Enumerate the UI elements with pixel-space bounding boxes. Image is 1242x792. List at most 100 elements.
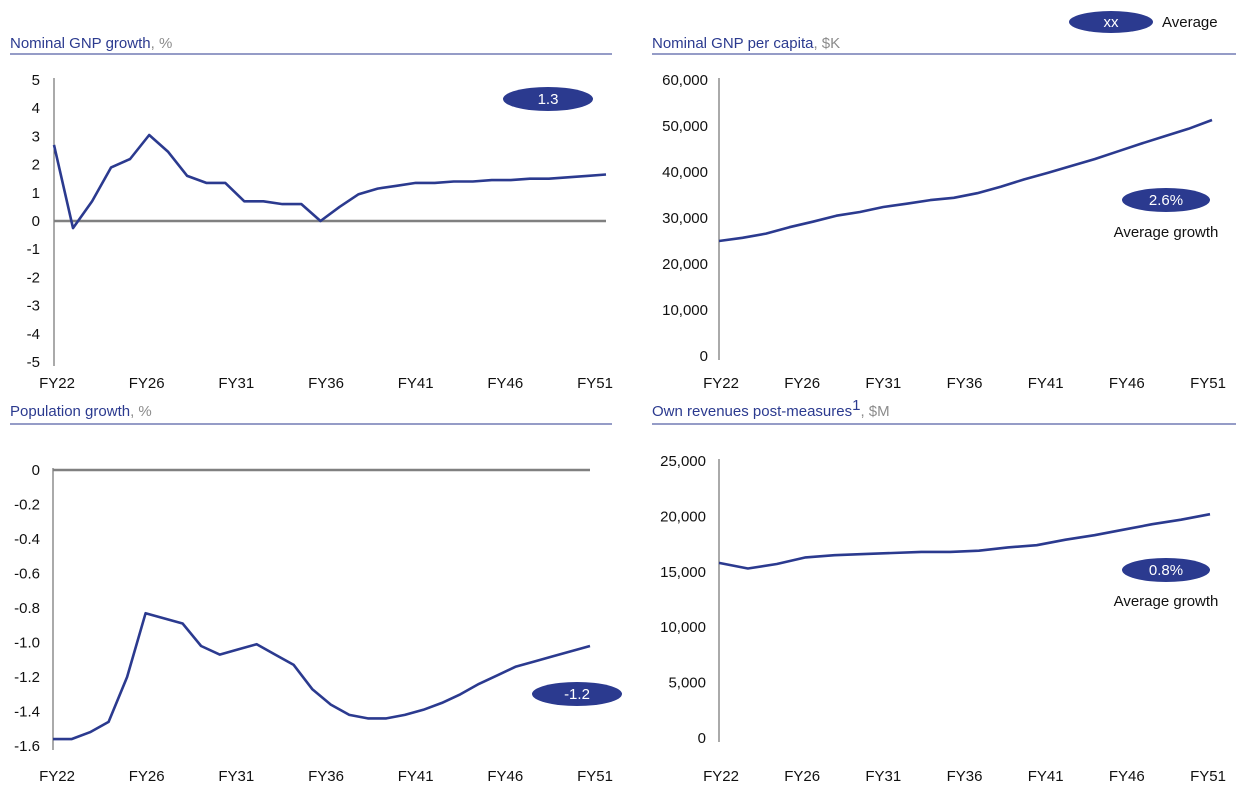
series-line (718, 512, 1211, 570)
average-growth-note: Average growth (1114, 593, 1219, 610)
average-badge-shape (532, 682, 622, 706)
y-tick-label: -3 (27, 298, 40, 315)
average-badge: 1.3 (503, 87, 593, 111)
x-tick-labels: FY22 FY26 FY31 FY36 FY41 FY46 FY51 (39, 375, 613, 392)
series-group (718, 512, 1211, 570)
x-tick-label: FY36 (308, 375, 344, 392)
x-tick-labels: FY22 FY26 FY31 FY36 FY41 FY46 FY51 (703, 768, 1226, 785)
chart-title-unit: , $K (813, 35, 840, 52)
y-tick-label: 30,000 (662, 210, 708, 227)
y-tick-labels: 0 -0.2 -0.4 -0.6 -0.8 -1.0 -1.2 -1.4 -1.6 (14, 462, 40, 755)
average-badge-value: 2.6% (1149, 192, 1183, 209)
y-tick-label: 0 (698, 730, 706, 747)
series-group (53, 611, 591, 741)
chart-title-main: Population growth (10, 403, 130, 420)
average-badge: 2.6% Average growth (1114, 188, 1219, 241)
series-group (718, 118, 1213, 243)
y-tick-label: -1.2 (14, 669, 40, 686)
y-tick-label: -4 (27, 326, 40, 343)
y-tick-label: -1.0 (14, 635, 40, 652)
y-tick-label: -0.4 (14, 531, 40, 548)
y-tick-label: -0.2 (14, 497, 40, 514)
legend-badge-label: xx (1104, 14, 1120, 31)
legend-badge-shape (1069, 11, 1153, 33)
y-tick-labels: 5 4 3 2 1 0 -1 -2 -3 -4 -5 (27, 72, 40, 371)
y-tick-label: 20,000 (660, 508, 706, 525)
x-tick-label: FY41 (1028, 375, 1064, 392)
legend-label: Average (1162, 14, 1218, 31)
x-tick-label: FY51 (577, 768, 613, 785)
chart-own-revenues-post-measures: Own revenues post-measures1, $M 25,000 20… (652, 397, 1236, 785)
chart-title-main: Nominal GNP per capita (652, 35, 814, 52)
series-line (718, 118, 1213, 243)
average-badge-shape (1122, 188, 1210, 212)
x-tick-label: FY22 (39, 768, 75, 785)
y-tick-label: -1.4 (14, 704, 40, 721)
x-tick-label: FY46 (487, 375, 523, 392)
x-tick-label: FY46 (1109, 768, 1145, 785)
x-tick-label: FY36 (947, 375, 983, 392)
chart-title: Own revenues post-measures1, $M (652, 397, 890, 420)
average-badge-shape (1122, 558, 1210, 582)
chart-title-footnote: 1 (852, 397, 860, 414)
y-tick-label: 3 (32, 128, 40, 145)
x-tick-label: FY26 (129, 375, 165, 392)
y-tick-label: 60,000 (662, 72, 708, 89)
y-tick-label: -5 (27, 354, 40, 371)
x-tick-label: FY31 (865, 768, 901, 785)
y-tick-label: 20,000 (662, 256, 708, 273)
x-tick-label: FY41 (1028, 768, 1064, 785)
x-tick-labels: FY22 FY26 FY31 FY36 FY41 FY46 FY51 (39, 768, 613, 785)
x-tick-label: FY22 (703, 768, 739, 785)
x-tick-label: FY31 (865, 375, 901, 392)
average-badge: -1.2 (532, 682, 622, 706)
chart-title: Nominal GNP growth, % (10, 35, 172, 52)
average-growth-note: Average growth (1114, 224, 1219, 241)
y-tick-label: -2 (27, 269, 40, 286)
y-tick-label: -1 (27, 241, 40, 258)
y-tick-label: 5 (32, 72, 40, 89)
chart-title: Population growth, % (10, 403, 152, 420)
x-tick-label: FY36 (308, 768, 344, 785)
average-badge-value: 0.8% (1149, 562, 1183, 579)
x-tick-label: FY46 (487, 768, 523, 785)
y-tick-label: 10,000 (662, 302, 708, 319)
chart-title-main: Nominal GNP growth (10, 35, 151, 52)
x-tick-labels: FY22 FY26 FY31 FY36 FY41 FY46 FY51 (703, 375, 1226, 392)
y-tick-label: 2 (32, 157, 40, 174)
y-tick-label: 5,000 (668, 675, 706, 692)
y-tick-label: 15,000 (660, 564, 706, 581)
y-tick-label: -0.8 (14, 600, 40, 617)
x-tick-label: FY22 (39, 375, 75, 392)
x-tick-label: FY46 (1109, 375, 1145, 392)
chart-population-growth: Population growth, % 0 -0.2 -0.4 -0.6 -0.8 -1… (10, 403, 622, 785)
x-tick-label: FY31 (218, 768, 254, 785)
average-badge-shape (503, 87, 593, 111)
x-tick-label: FY41 (398, 768, 434, 785)
x-tick-label: FY51 (577, 375, 613, 392)
x-tick-label: FY26 (784, 375, 820, 392)
x-tick-label: FY26 (784, 768, 820, 785)
series-group (52, 133, 607, 230)
x-tick-label: FY22 (703, 375, 739, 392)
x-tick-label: FY31 (218, 375, 254, 392)
chart-title-unit: , $M (860, 403, 889, 420)
x-tick-label: FY51 (1190, 768, 1226, 785)
x-tick-label: FY36 (947, 768, 983, 785)
y-tick-label: 40,000 (662, 164, 708, 181)
y-tick-label: 50,000 (662, 118, 708, 135)
chart-title: Nominal GNP per capita, $K (652, 35, 840, 52)
chart-title-unit: , % (151, 35, 173, 52)
y-tick-label: 1 (32, 185, 40, 202)
x-tick-label: FY41 (398, 375, 434, 392)
chart-nominal-gnp-per-capita: Nominal GNP per capita, $K 60,000 50,000 4… (652, 35, 1236, 392)
average-badge-value: -1.2 (564, 686, 590, 703)
average-badge: 0.8% Average growth (1114, 558, 1219, 610)
chart-nominal-gnp-growth: Nominal GNP growth, % 5 4 3 2 1 0 -1 -2 -3 -4 -5 F… (10, 35, 613, 392)
y-tick-label: -1.6 (14, 738, 40, 755)
chart-title-main: Own revenues post-measures (652, 403, 852, 420)
y-tick-label: 0 (32, 462, 40, 479)
series-line (53, 611, 591, 741)
